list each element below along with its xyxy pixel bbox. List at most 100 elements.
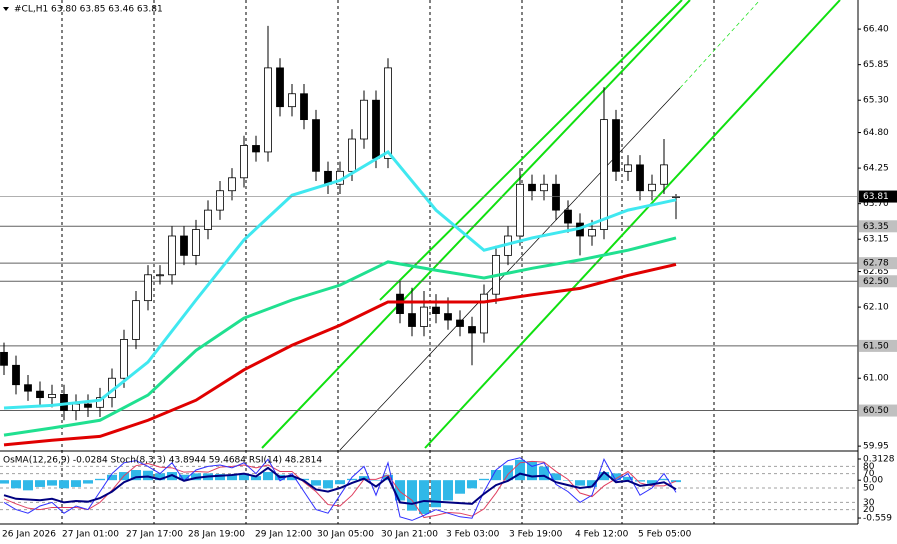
- osma-bar: [467, 480, 477, 489]
- candle-body: [468, 326, 476, 334]
- candle-body: [180, 235, 188, 256]
- osma-bar: [347, 478, 357, 481]
- osma-bar: [527, 461, 537, 481]
- candle-body: [288, 93, 296, 108]
- candle-body: [120, 339, 128, 379]
- osma-bar: [239, 473, 249, 481]
- y-tick-label: 0.3128: [863, 454, 895, 464]
- candle-body: [216, 190, 224, 211]
- osma-bar: [371, 480, 381, 481]
- y2-tick-label: 20: [863, 505, 875, 515]
- osma-bar: [563, 480, 573, 481]
- candle-body: [420, 306, 428, 327]
- candle-body: [660, 164, 668, 185]
- candle-body: [144, 274, 152, 302]
- candle-body: [552, 183, 560, 211]
- osma-bar: [443, 480, 453, 501]
- candle-body: [204, 209, 212, 230]
- osma-bar: [155, 473, 165, 481]
- level-label: 62.78: [863, 259, 889, 269]
- candle-body: [456, 319, 464, 327]
- x-tick-label: 30 Jan 21:00: [381, 530, 438, 540]
- candle-body: [36, 390, 44, 399]
- chart-title: #CL,H1 63.80 63.85 63.46 63.81: [14, 5, 163, 15]
- candle-body: [132, 300, 140, 340]
- trend-channels: [261, 0, 841, 451]
- y-tick-label: 63.70: [863, 199, 889, 209]
- candle-body: [408, 313, 416, 327]
- y-tick-label: 66.40: [863, 25, 889, 35]
- x-tick-label: 27 Jan 01:00: [62, 530, 119, 540]
- y-tick-label: 59.95: [863, 442, 889, 452]
- osma-bar: [0, 480, 9, 484]
- candle-body: [648, 183, 656, 192]
- oscillator-line: [3, 466, 677, 505]
- osma-bar: [635, 480, 645, 482]
- osma-bar: [659, 478, 669, 481]
- y-tick-label: 62.65: [863, 267, 889, 277]
- x-tick-label: 3 Feb 03:00: [446, 530, 500, 540]
- osma-bar: [479, 478, 489, 481]
- candle-body: [312, 119, 320, 172]
- moving-average: [3, 149, 677, 410]
- osma-bar: [191, 473, 201, 481]
- candle-body: [396, 293, 404, 314]
- candle-body: [432, 306, 440, 314]
- y-tick-label: 65.30: [863, 96, 889, 106]
- y-tick-label: 64.80: [863, 128, 889, 138]
- moving-average: [3, 236, 677, 437]
- osma-bar: [455, 480, 465, 494]
- x-tick-label: 30 Jan 05:00: [317, 530, 374, 540]
- y2-tick-label: 50: [863, 484, 875, 494]
- level-label: 63.35: [863, 222, 889, 232]
- osma-bar: [335, 480, 345, 485]
- y-tick-label: 63.15: [863, 235, 889, 245]
- candle-body: [240, 145, 248, 179]
- osma-bar: [59, 480, 69, 489]
- candle-body: [588, 229, 596, 237]
- candle-body: [96, 397, 104, 408]
- osma-bar: [647, 480, 657, 484]
- candle-body: [528, 183, 536, 192]
- y2-tick-label: 80: [863, 462, 875, 472]
- candle-body: [156, 274, 164, 277]
- candle-body: [384, 67, 392, 159]
- osma-bar: [227, 474, 237, 481]
- candle-body: [252, 145, 260, 153]
- candle-body: [72, 403, 80, 411]
- level-label-box: [859, 257, 897, 270]
- osma-bar: [491, 470, 501, 481]
- candle-body: [564, 209, 572, 224]
- x-tick-label: 5 Feb 05:00: [638, 530, 692, 540]
- candle-body: [264, 67, 272, 153]
- level-label-box: [859, 220, 897, 233]
- osma-bar: [95, 478, 105, 481]
- candle-body: [228, 177, 236, 192]
- osma-bar: [419, 480, 429, 515]
- osma-bar: [35, 480, 45, 487]
- osma-bar: [143, 470, 153, 481]
- y2-tick-label: 30: [863, 498, 875, 508]
- candle-body: [0, 351, 8, 366]
- osma-bar: [179, 474, 189, 481]
- osma-bar: [11, 480, 21, 489]
- candle-body: [48, 393, 56, 399]
- candle-body: [24, 384, 32, 392]
- osma-bar: [311, 480, 321, 486]
- y-tick-label: 62.10: [863, 303, 889, 313]
- candle-body: [84, 403, 92, 408]
- osma-bar: [23, 480, 33, 491]
- osma-bar: [407, 480, 417, 511]
- candle-body: [372, 99, 380, 159]
- osma-bar: [263, 472, 273, 481]
- candle-body: [360, 99, 368, 140]
- candle-body: [516, 183, 524, 237]
- level-label: 62.50: [863, 277, 889, 287]
- osma-bar: [71, 480, 81, 487]
- y-tick-label: 61.00: [863, 374, 889, 384]
- menu-icon[interactable]: [3, 7, 9, 11]
- candle-body: [624, 164, 632, 172]
- last-price-box: [859, 190, 897, 203]
- osma-bar: [83, 480, 93, 484]
